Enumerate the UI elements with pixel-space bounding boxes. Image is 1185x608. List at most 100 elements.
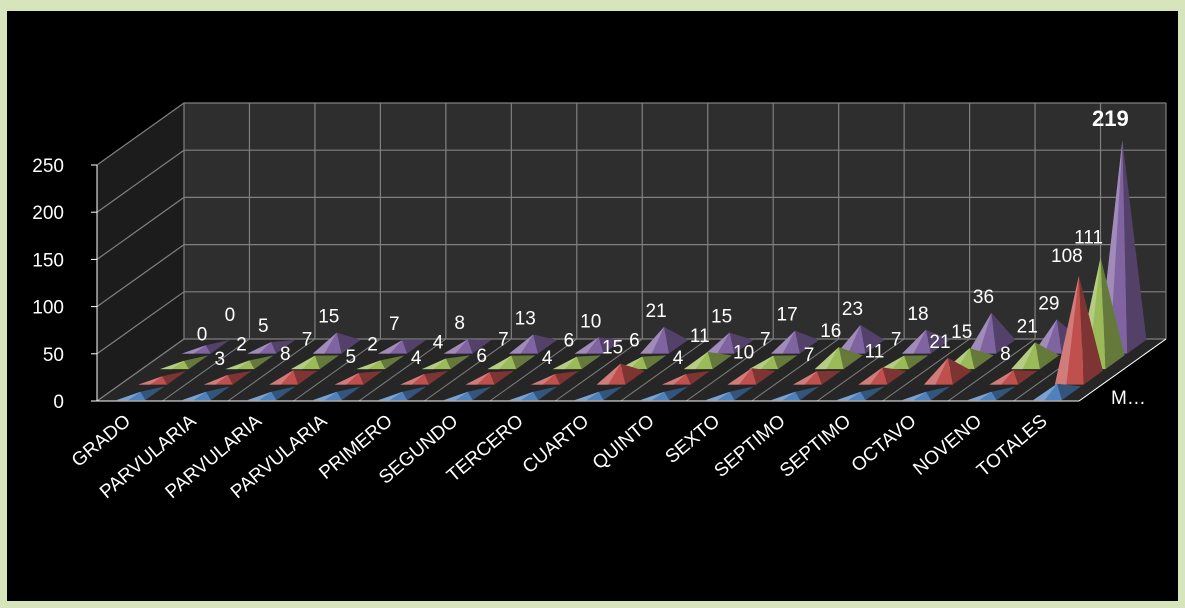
gridline-floor (227, 338, 316, 402)
pyramid-mark (1054, 275, 1103, 385)
pyramid-highlight (902, 329, 926, 354)
pyramid-side-face (1013, 370, 1038, 385)
pyramid-highlight (160, 360, 185, 370)
data-label: 16 (820, 321, 841, 342)
gridline-floor (620, 338, 709, 402)
pyramid-highlight (225, 360, 250, 370)
pyramid-mark (400, 370, 449, 385)
x-tick-label: NOVENO (909, 411, 986, 480)
pyramid-mark (705, 332, 754, 354)
pyramid-mark (422, 355, 470, 370)
pyramid-side-face (467, 339, 492, 354)
pyramid-highlight (1033, 319, 1057, 354)
data-label: 17 (777, 305, 798, 326)
pyramid-highlight (182, 391, 207, 401)
data-label: 4 (673, 348, 684, 369)
pyramid-side-face (817, 370, 841, 385)
data-label: 8 (454, 313, 465, 334)
data-label: 108 (1051, 246, 1083, 267)
data-label: 4 (542, 348, 553, 369)
pyramid-mark (465, 370, 514, 385)
pyramid-mark (203, 370, 252, 385)
pyramid-side-face (184, 355, 209, 370)
data-label: 0 (197, 324, 208, 345)
x-tick-label: QUINTO (589, 411, 659, 474)
pyramid-side-face (991, 312, 1016, 354)
pyramid-highlight (138, 376, 163, 385)
data-label: 2 (367, 334, 378, 355)
pyramid-highlight (313, 391, 337, 401)
pyramid-side-face (533, 334, 558, 354)
pyramid-highlight (596, 363, 621, 385)
pyramid-highlight (640, 391, 665, 401)
pyramid-side-face (271, 339, 296, 354)
pyramid-highlight (836, 391, 861, 401)
pyramid-side-face (249, 355, 274, 370)
data-label: 7 (302, 330, 313, 351)
pyramid-side-face (991, 386, 1016, 401)
pyramid-highlight (880, 355, 905, 370)
data-label: 6 (629, 331, 640, 352)
y-tick-label: 200 (32, 203, 64, 224)
pyramid-mark (269, 370, 318, 385)
gridline-floor (816, 338, 905, 402)
pyramid-mark (705, 386, 754, 401)
pyramid-highlight (356, 360, 381, 370)
pyramid-mark (902, 386, 951, 401)
pyramid-mark (225, 355, 274, 370)
pyramid-mark (967, 386, 1016, 401)
data-label: 18 (907, 304, 928, 325)
gridline-floor (882, 338, 970, 402)
pyramid-highlight (116, 391, 141, 401)
x-tick-label: CUARTO (519, 411, 593, 478)
pyramid-highlight (705, 391, 730, 401)
pyramid-mark (880, 355, 929, 370)
pyramid-highlight (378, 391, 403, 401)
pyramid-highlight (771, 391, 796, 401)
pyramid-mark (902, 329, 950, 354)
data-label: 7 (891, 330, 902, 351)
pyramid-side-face (1100, 257, 1125, 370)
pyramid-side-face (598, 386, 623, 401)
pyramid-side-face (1122, 140, 1147, 354)
pyramid-highlight (574, 391, 599, 401)
pyramid-side-face (1035, 342, 1060, 370)
pyramid-highlight (640, 326, 665, 354)
pyramid-side-face (402, 339, 427, 354)
x-tick-label: OCTAVO (848, 411, 921, 477)
pyramid-mark (596, 363, 645, 385)
y-tick-label: 250 (32, 156, 64, 177)
pyramid-side-face (576, 355, 601, 370)
data-label: 21 (646, 301, 667, 322)
pyramid-highlight (531, 374, 556, 385)
pyramid-side-face (773, 355, 798, 370)
pyramid-mark (662, 370, 711, 385)
pyramid-mark (334, 370, 383, 385)
pyramid-highlight (203, 374, 228, 385)
pyramid-highlight (683, 351, 708, 370)
side-wall (97, 103, 184, 401)
pyramid-side-face (926, 386, 951, 401)
pyramid-highlight (334, 373, 359, 385)
pyramid-highlight (444, 391, 468, 401)
pyramid-side-face (380, 355, 405, 370)
data-label: 219 (1092, 106, 1129, 131)
pyramid-mark (749, 355, 798, 370)
pyramid-side-face (315, 355, 339, 370)
data-label: 7 (760, 330, 771, 351)
data-label: 6 (564, 331, 575, 352)
pyramid-side-face (140, 386, 165, 401)
pyramid-mark (836, 325, 885, 354)
gridline-floor (947, 338, 1036, 402)
pyramid-mark (814, 347, 863, 370)
pyramid-side-face (555, 370, 580, 385)
pyramid-side-face (446, 355, 470, 370)
gridline-floor (489, 338, 578, 402)
gridline-floor (162, 338, 250, 402)
data-label: 2 (236, 334, 247, 355)
data-label: 3 (215, 349, 226, 370)
data-label: 4 (411, 348, 422, 369)
y-tick-label: 150 (32, 250, 64, 271)
pyramid-mark (793, 370, 841, 385)
